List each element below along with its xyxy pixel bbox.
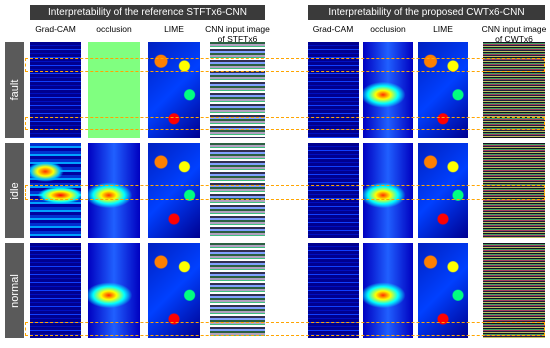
column-label: Grad-CAM bbox=[312, 24, 354, 34]
column-label: Grad-CAM bbox=[35, 24, 76, 34]
heatmap-image bbox=[30, 143, 81, 238]
row-label-text: fault bbox=[8, 79, 21, 101]
row-label: normal bbox=[5, 243, 24, 338]
column-label: occlusion bbox=[370, 24, 406, 34]
heatmap-image bbox=[148, 143, 200, 238]
heatmap-image bbox=[308, 143, 359, 238]
column-label: occlusion bbox=[96, 24, 132, 34]
heatmap-image bbox=[418, 143, 468, 238]
column-label: CNN input image of STFTx6 bbox=[205, 24, 270, 44]
heatmap-image bbox=[88, 143, 140, 238]
heatmap-image bbox=[363, 143, 413, 238]
highlight-box bbox=[25, 322, 545, 336]
row-label: idle bbox=[5, 143, 24, 238]
column-label: LIME bbox=[164, 24, 184, 34]
highlight-box bbox=[25, 58, 545, 72]
row-label-text: idle bbox=[8, 181, 21, 200]
highlight-box bbox=[25, 117, 545, 130]
highlight-box bbox=[25, 185, 545, 200]
section-title: Interpretability of the reference STFTx6… bbox=[30, 5, 265, 20]
column-label: CNN input image of CWTx6 bbox=[481, 24, 547, 44]
column-label: LIME bbox=[433, 24, 453, 34]
row-label-text: normal bbox=[8, 273, 21, 308]
heatmap-image bbox=[483, 143, 545, 238]
section-title: Interpretability of the proposed CWTx6-C… bbox=[308, 5, 545, 20]
row-label: fault bbox=[5, 42, 24, 138]
heatmap-image bbox=[210, 143, 265, 238]
